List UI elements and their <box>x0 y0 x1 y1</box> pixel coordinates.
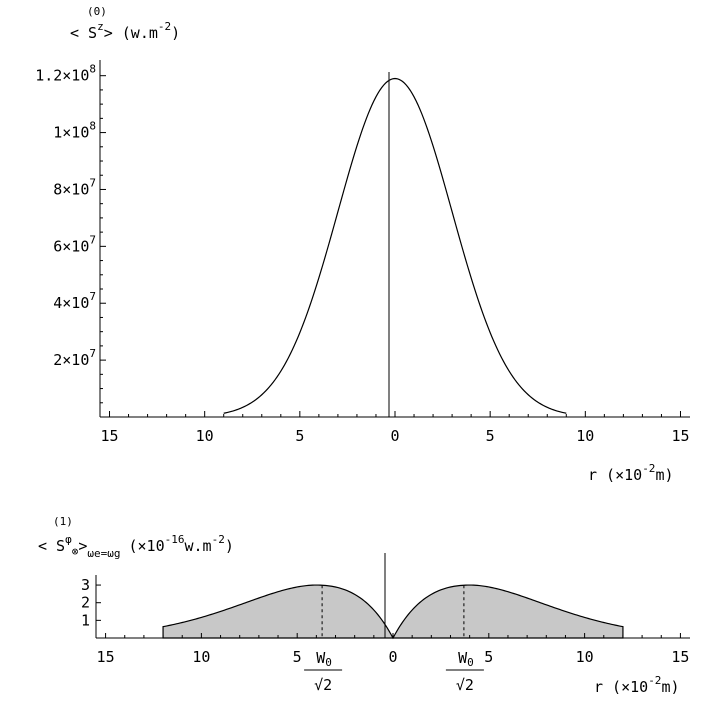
bottom-y-ticks: 123 <box>81 576 101 629</box>
bottom-xlabel: r (×10-2m) <box>594 674 680 696</box>
bottom-y-tick-label: 2 <box>81 594 90 612</box>
bottom-x-tick-label: 10 <box>192 648 210 666</box>
top-x-tick-label: 10 <box>196 427 214 445</box>
bottom-x-tick-label: 15 <box>671 648 689 666</box>
top-y-ticks: 2×107 4×107 6×107 8×107 1×108 1.2×108 <box>35 63 106 404</box>
bottom-chart: < Sφ⊗>ωe=ωg (×10-16w.m-2) (1) 15 10 5 0 5 10 15… <box>38 515 690 696</box>
bottom-y-tick-label: 1 <box>81 611 90 629</box>
top-y-tick-label: 2×107 <box>53 347 96 369</box>
top-y-tick-label: 1×108 <box>53 120 96 142</box>
top-x-ticks: 15 10 5 0 5 10 15 <box>100 411 690 445</box>
bottom-x-tick-label: 15 <box>97 648 115 666</box>
top-xlabel: r (×10-2m) <box>588 462 674 484</box>
bottom-x-tick-label: 0 <box>388 648 397 666</box>
top-series-line <box>223 77 567 414</box>
bottom-series-area <box>162 584 624 640</box>
bottom-x-tick-label: 5 <box>293 648 302 666</box>
bottom-ylabel: < Sφ⊗>ωe=ωg (×10-16w.m-2) <box>38 533 234 560</box>
top-chart: < Sz> (w.m-2) (0) 15 10 5 0 5 10 15 2×107 4×107… <box>35 5 690 484</box>
top-ylabel-order: (0) <box>87 5 107 18</box>
top-x-tick-label: 5 <box>486 427 495 445</box>
peak-marker-numerator: W0 <box>316 649 332 669</box>
peak-marker-denominator: √2 <box>314 676 332 694</box>
top-y-tick-label: 4×107 <box>53 290 96 312</box>
bottom-x-tick-label: 10 <box>576 648 594 666</box>
peak-marker-numerator: W0 <box>458 649 474 669</box>
bottom-x-tick-label: 5 <box>484 648 493 666</box>
top-x-tick-label: 10 <box>576 427 594 445</box>
top-x-tick-label: 5 <box>295 427 304 445</box>
top-y-tick-label: 8×107 <box>53 176 96 198</box>
top-x-tick-label: 15 <box>671 427 689 445</box>
bottom-ylabel-order: (1) <box>53 515 73 528</box>
top-x-tick-label: 0 <box>390 427 399 445</box>
peak-marker-denominator: √2 <box>456 676 474 694</box>
bottom-y-tick-label: 3 <box>81 576 90 594</box>
bottom-x-ticks: 15 10 5 0 5 10 15 <box>97 633 689 666</box>
top-y-tick-label: 1.2×108 <box>35 63 96 85</box>
top-y-tick-label: 6×107 <box>53 233 96 255</box>
top-ylabel: < Sz> (w.m-2) <box>70 20 180 42</box>
top-x-tick-label: 15 <box>100 427 118 445</box>
